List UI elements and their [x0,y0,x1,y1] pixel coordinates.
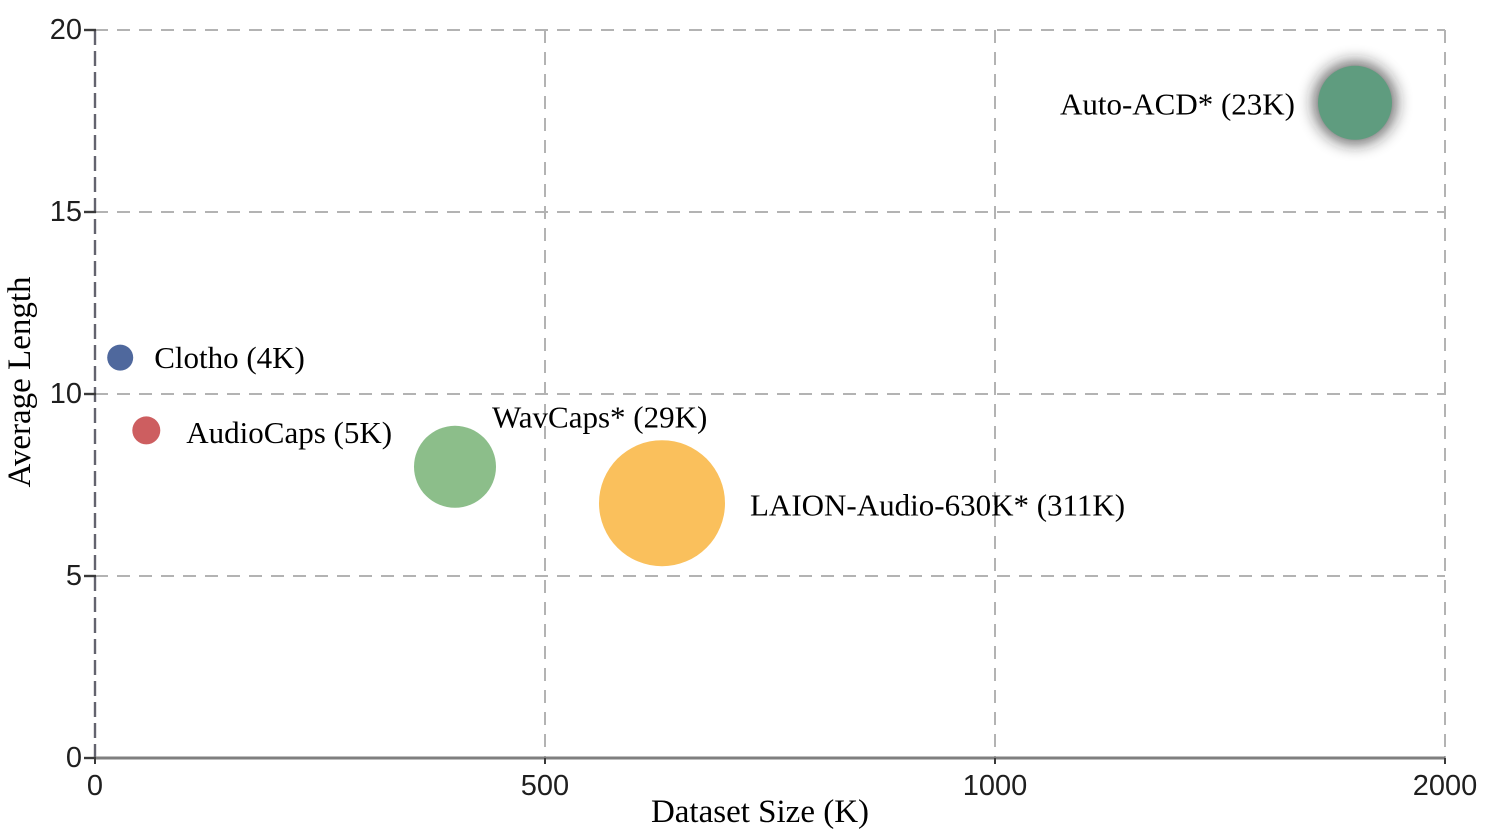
annotation-layer: Clotho (4K) AudioCaps (5K) WavCaps* (29K) L… [154,86,1295,522]
bubble-label-audiocaps: AudioCaps (5K) [186,415,392,450]
x-tick-label-2000: 2000 [1413,770,1478,802]
x-tick-label-0: 0 [87,770,103,802]
y-tick-label-20: 20 [50,14,82,46]
bubble-label-laion-audio-630k: LAION-Audio-630K* (311K) [750,488,1125,523]
bubble-layer [107,61,1396,567]
grid-layer [95,29,1446,758]
bubble-clotho [107,344,134,371]
x-axis-title: Dataset Size (K) [651,794,869,830]
bubble-laion-audio-630k [599,440,725,567]
bubble-wavcaps [414,425,496,508]
bubble-label-clotho: Clotho (4K) [154,340,305,375]
y-tick-label-5: 5 [66,560,82,592]
y-tick-label-10: 10 [50,378,82,410]
y-tick-label-15: 15 [50,196,82,228]
y-axis-title: Average Length [2,276,38,488]
bubble-audiocaps [132,416,161,445]
bubble-label-wavcaps: WavCaps* (29K) [492,399,707,434]
x-tick-label-500: 500 [521,770,569,802]
y-tick-label-0: 0 [66,742,82,774]
bubble-label-auto-acd: Auto-ACD* (23K) [1060,86,1295,121]
x-tick-label-1000: 1000 [963,770,1028,802]
bubble-auto-acd [1318,65,1392,140]
axis-layer: 0 5 10 15 20 0 500 1000 2000 [50,14,1478,802]
